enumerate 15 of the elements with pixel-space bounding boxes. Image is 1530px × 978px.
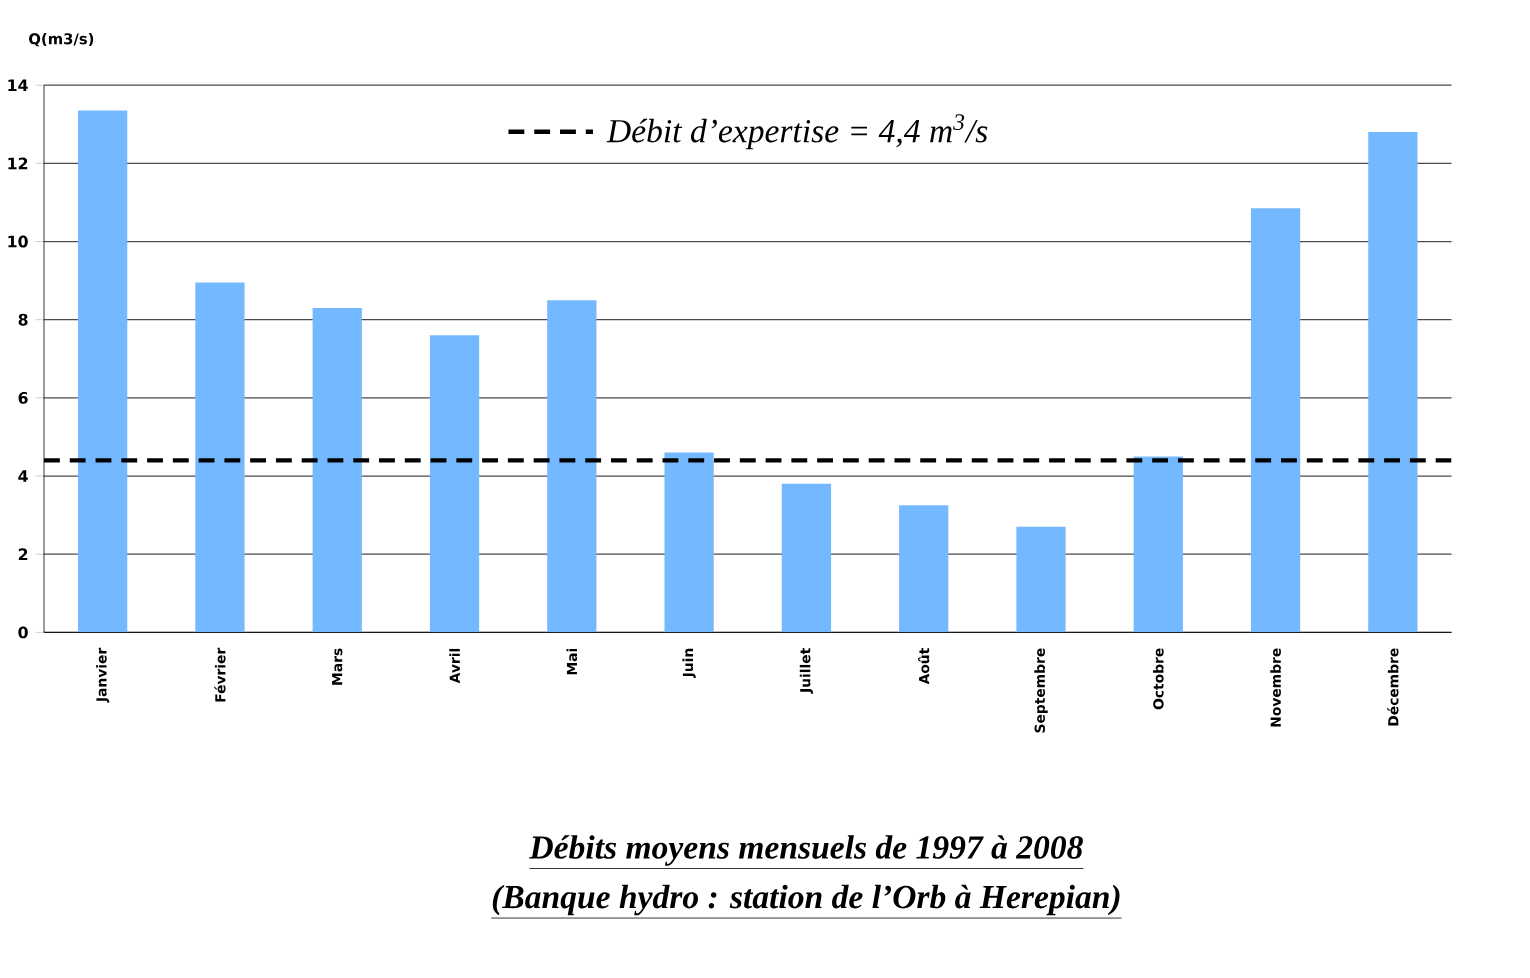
bar [195,282,245,633]
bar [429,335,480,633]
bar [899,505,949,633]
bar [781,484,832,633]
bar [312,308,362,633]
bar [547,300,597,633]
bar [78,110,128,633]
bar [1250,208,1301,633]
text: Débits moyens mensuels de 1997 à 2008 [529,835,1083,867]
legend-label: Débit d’expertise = 4,4 m$^{3}$/s [606,114,988,150]
bar [1368,132,1418,633]
bar [664,452,714,633]
bar [1133,456,1183,633]
text: (Banque hydro : station de l’Orb à Herepian) [492,885,1120,916]
bar [1016,527,1066,633]
